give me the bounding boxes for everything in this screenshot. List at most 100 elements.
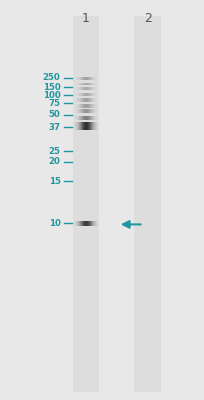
Bar	[83, 221, 84, 226]
Bar	[79, 116, 80, 120]
Bar	[91, 83, 92, 86]
Bar	[86, 122, 87, 130]
Bar	[88, 104, 89, 108]
Bar	[77, 116, 78, 120]
Bar	[89, 77, 90, 80]
Bar	[95, 98, 96, 102]
Bar	[77, 77, 78, 80]
Bar	[74, 221, 75, 226]
Bar	[84, 77, 85, 80]
Bar	[80, 98, 81, 102]
Text: 1: 1	[82, 12, 90, 24]
Bar	[83, 93, 84, 96]
Bar	[80, 77, 81, 80]
Bar	[91, 104, 92, 108]
Bar	[72, 16, 99, 392]
Bar	[79, 221, 80, 226]
Bar	[89, 122, 90, 130]
Bar	[82, 122, 83, 130]
Bar	[87, 221, 88, 226]
Bar	[81, 98, 82, 102]
Bar	[90, 77, 91, 80]
Bar	[82, 221, 83, 226]
Bar	[94, 221, 95, 226]
Bar	[95, 116, 96, 120]
Bar	[85, 83, 86, 86]
Bar	[85, 93, 86, 96]
Bar	[94, 104, 95, 108]
Bar	[95, 77, 96, 80]
Bar	[88, 87, 89, 90]
Bar	[76, 122, 77, 130]
Bar	[95, 104, 96, 108]
Bar	[95, 93, 96, 96]
FancyBboxPatch shape	[134, 16, 160, 392]
Bar	[90, 122, 91, 130]
Bar	[81, 221, 82, 226]
Bar	[94, 87, 95, 90]
Text: 50: 50	[49, 110, 60, 119]
Bar	[79, 83, 80, 86]
Bar	[83, 98, 84, 102]
Bar	[93, 98, 94, 102]
Text: 37: 37	[48, 123, 60, 132]
Bar	[78, 221, 79, 226]
Bar	[79, 93, 80, 96]
Bar	[91, 93, 92, 96]
Bar	[76, 87, 77, 90]
Bar	[89, 116, 90, 120]
Bar	[96, 122, 97, 130]
Text: 10: 10	[48, 219, 60, 228]
Bar	[81, 122, 82, 130]
Bar	[76, 98, 77, 102]
Bar	[76, 221, 77, 226]
Bar	[78, 93, 79, 96]
Bar	[76, 116, 77, 120]
Bar	[92, 122, 93, 130]
Bar	[89, 109, 90, 113]
Bar	[80, 122, 81, 130]
Bar	[96, 109, 97, 113]
Bar	[93, 116, 94, 120]
Bar	[96, 98, 97, 102]
Bar	[94, 83, 95, 86]
Bar	[75, 221, 76, 226]
Bar	[86, 104, 87, 108]
Bar	[82, 77, 83, 80]
Bar	[81, 87, 82, 90]
Bar	[84, 104, 85, 108]
Bar	[86, 98, 87, 102]
Bar	[79, 104, 80, 108]
Bar	[93, 104, 94, 108]
Bar	[134, 16, 160, 392]
Bar	[82, 83, 83, 86]
Bar	[75, 77, 76, 80]
Bar	[87, 87, 88, 90]
Bar	[81, 77, 82, 80]
Bar	[92, 104, 93, 108]
Bar	[87, 98, 88, 102]
Bar	[92, 109, 93, 113]
Bar	[83, 77, 84, 80]
Bar	[82, 93, 83, 96]
Bar	[77, 221, 78, 226]
Bar	[86, 109, 87, 113]
Bar	[82, 87, 83, 90]
Bar	[78, 122, 79, 130]
Bar	[92, 93, 93, 96]
Bar	[75, 104, 76, 108]
Bar	[84, 122, 85, 130]
Bar	[90, 109, 91, 113]
Bar	[85, 87, 86, 90]
Bar	[97, 221, 98, 226]
Bar	[88, 98, 89, 102]
Bar	[87, 122, 88, 130]
Bar	[85, 109, 86, 113]
Bar	[92, 87, 93, 90]
Bar	[89, 87, 90, 90]
Bar	[91, 122, 92, 130]
Bar	[96, 116, 97, 120]
Bar	[80, 87, 81, 90]
Bar	[77, 98, 78, 102]
FancyBboxPatch shape	[72, 16, 99, 392]
